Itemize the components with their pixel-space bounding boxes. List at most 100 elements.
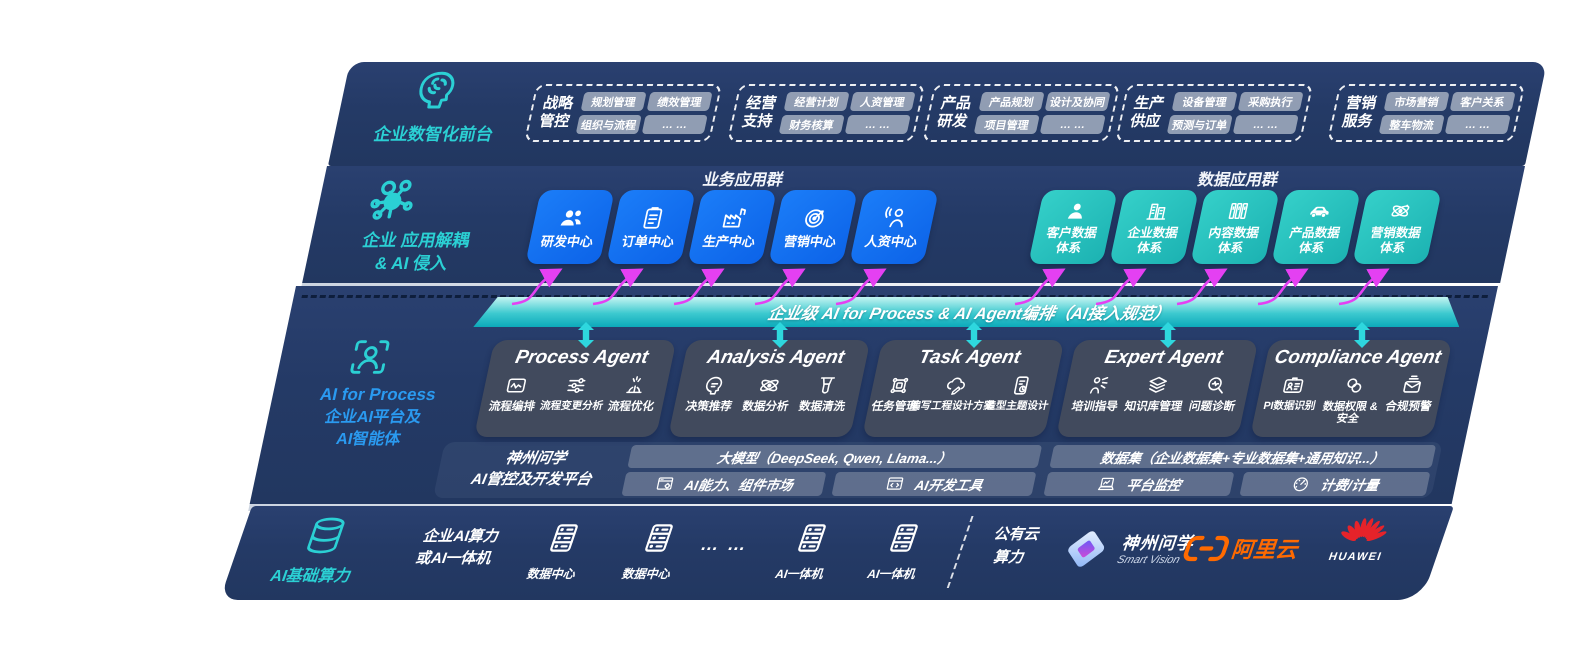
front-office-label: 企业数智化前台 xyxy=(372,125,496,144)
front-office-group: 战略 管控 规划管理 绩效管理 组织与流程… … xyxy=(523,84,723,142)
brain-icon xyxy=(405,66,463,114)
capability-pill: 经营计划 xyxy=(783,92,850,111)
agent-capability: 任务管理 xyxy=(870,373,922,414)
capability-pill: 规划管理 xyxy=(580,92,647,111)
app-box-label: 营销中心 xyxy=(782,234,838,250)
agent-capability: 知识库管理 xyxy=(1123,373,1189,414)
building-icon xyxy=(1143,199,1172,223)
public-cloud-label: 公有云 算力 xyxy=(963,524,1062,569)
agent-capability-label: PI数据识别 xyxy=(1262,400,1317,412)
server-icon xyxy=(788,520,836,556)
component-market-icon xyxy=(653,474,677,494)
infra-node: 数据中心 xyxy=(599,520,710,582)
agent-capability: 培训指导 xyxy=(1070,373,1125,414)
factory-icon xyxy=(717,204,751,232)
knowledge-layers-icon xyxy=(1143,373,1173,398)
platform-cell-monitor: 平台监控 xyxy=(1043,472,1235,496)
agent-box: Analysis Agent 决策推荐 数据分析 数据清洗 xyxy=(667,340,871,437)
group-title-line: 经营 xyxy=(744,95,778,112)
agent-box: Process Agent 流程编排 流程变更分析 流程优化 xyxy=(473,340,677,437)
monitor-icon xyxy=(1095,474,1119,494)
target-icon xyxy=(798,204,832,232)
app-box-label-line: 内容数据 xyxy=(1207,226,1261,241)
agent-capability: 流程编排 xyxy=(487,373,542,414)
cloud-design-icon xyxy=(941,373,971,398)
front-office-layer: 企业数智化前台 战略 管控 规划管理 绩效管理 组织与流程… … 经营 支持 经营计划 人资管理… xyxy=(327,62,1548,166)
agent-capability: 流程优化 xyxy=(606,373,661,414)
agent-title: Analysis Agent xyxy=(705,347,847,368)
front-office-group-pills: 设备管理 采购执行 预测与订单… … xyxy=(1166,92,1304,134)
agent-capability: 数据权限 & 安全 xyxy=(1313,373,1390,425)
platform-label: 神州问学 AI管控及开发平台 xyxy=(447,448,621,490)
business-app-box: 生产中心 xyxy=(687,190,777,264)
front-office-group-pills: 规划管理 绩效管理 组织与流程… … xyxy=(575,92,713,134)
infra-node-label: AI一体机 xyxy=(865,567,918,581)
dataset-bar: 数据集（企业数据集+专业数据集+通用知识...） xyxy=(1049,445,1437,468)
infra-node: AI一体机 xyxy=(844,520,955,582)
smartvision-logo xyxy=(1050,522,1123,576)
ai-layer-label: AI for Process 企业AI平台及 AI智能体 xyxy=(261,384,485,450)
app-box-label: 研发中心 xyxy=(539,234,595,250)
model-cells: AI能力、组件市场 AI开发工具 xyxy=(621,472,1037,496)
capability-pill: 客户关系 xyxy=(1449,92,1516,111)
app-box-label-line: 体系 xyxy=(1135,240,1164,255)
business-app-box: 研发中心 xyxy=(525,190,615,264)
front-office-group: 经营 支持 经营计划 人资管理 财务核算… … xyxy=(726,84,926,142)
model-bar: 大模型（DeepSeek, Qwen, Llama...） xyxy=(627,445,1043,468)
agent-title: Process Agent xyxy=(513,347,651,368)
car-icon xyxy=(1305,199,1334,223)
person-frame-icon xyxy=(342,334,398,380)
capability-pill: 产品规划 xyxy=(978,92,1045,111)
agent-capability-label: 数据权限 & 安全 xyxy=(1321,401,1379,426)
app-box-label-line: 体系 xyxy=(1216,240,1245,255)
infra-node-label: 数据中心 xyxy=(525,567,578,581)
capability-pill: … … xyxy=(1444,115,1511,134)
group-title-line: 服务 xyxy=(1340,113,1375,130)
business-group-title: 业务应用群 xyxy=(701,172,785,189)
server-icon xyxy=(635,520,683,556)
platform-strip: 神州问学 AI管控及开发平台 大模型（DeepSeek, Qwen, Llama… xyxy=(432,442,1443,498)
order-clipboard-icon xyxy=(636,204,670,232)
ai-platform-layer: 企业级 AI for Process & AI Agent编排（AI接入规范） … xyxy=(249,286,1498,504)
platform-cell-label: AI能力、组件市场 xyxy=(683,478,795,493)
agent-capabilities: 流程编排 流程变更分析 流程优化 xyxy=(474,369,670,437)
agent-capability-label: 决策推荐 xyxy=(684,401,733,413)
app-box-label-line: 企业数据 xyxy=(1126,226,1180,241)
app-box-label-line: 客户数据 xyxy=(1045,226,1099,241)
agent-capability-label: 数据分析 xyxy=(740,401,790,413)
app-box-label: 营销数据 体系 xyxy=(1366,226,1422,255)
customer-icon xyxy=(1062,199,1091,223)
aliyun-logo: 阿里云 xyxy=(1180,532,1305,564)
front-office-group: 营销 服务 市场营销 客户关系 整车物流… … xyxy=(1326,84,1526,142)
capability-pill: … … xyxy=(844,115,911,134)
alert-icon xyxy=(1398,373,1428,398)
capability-pill: 绩效管理 xyxy=(646,92,713,111)
training-icon xyxy=(1084,373,1114,398)
server-icon xyxy=(880,520,928,556)
group-title-line: 管控 xyxy=(537,113,572,130)
agent-capability-label: 数据清洗 xyxy=(797,401,847,413)
agent-capability: PI数据识别 xyxy=(1262,373,1322,413)
agent-capability-label: 流程编排 xyxy=(487,401,537,413)
business-app-box: 订单中心 xyxy=(606,190,696,264)
app-box-label: 产品数据 体系 xyxy=(1285,226,1341,255)
app-box-label: 企业数据 体系 xyxy=(1123,226,1179,255)
group-title-line: 产品 xyxy=(939,95,973,112)
hr-person-icon xyxy=(879,204,913,232)
aliyun-name: 阿里云 xyxy=(1228,537,1304,562)
data-clean-icon xyxy=(811,373,841,398)
diagnosis-icon xyxy=(1201,373,1231,398)
id-card-icon xyxy=(1279,373,1309,398)
capability-pill: 财务核算 xyxy=(778,115,845,134)
app-box-label: 订单中心 xyxy=(620,234,676,250)
public-cloud-line1: 公有云 xyxy=(991,526,1043,543)
agent-capability-label: 合规预警 xyxy=(1383,401,1433,413)
flow-optimize-icon xyxy=(620,373,650,398)
flow-doc-icon xyxy=(501,373,531,398)
group-title-line: 供应 xyxy=(1128,113,1163,130)
agent-capability: 造型主题设计 xyxy=(984,373,1052,413)
agent-capability-label: 流程变更分析 xyxy=(538,400,605,412)
group-title-line: 战略 xyxy=(541,95,575,112)
capability-pill: … … xyxy=(641,115,708,134)
dataset-cells: 平台监控 计费/计量 xyxy=(1043,472,1431,496)
